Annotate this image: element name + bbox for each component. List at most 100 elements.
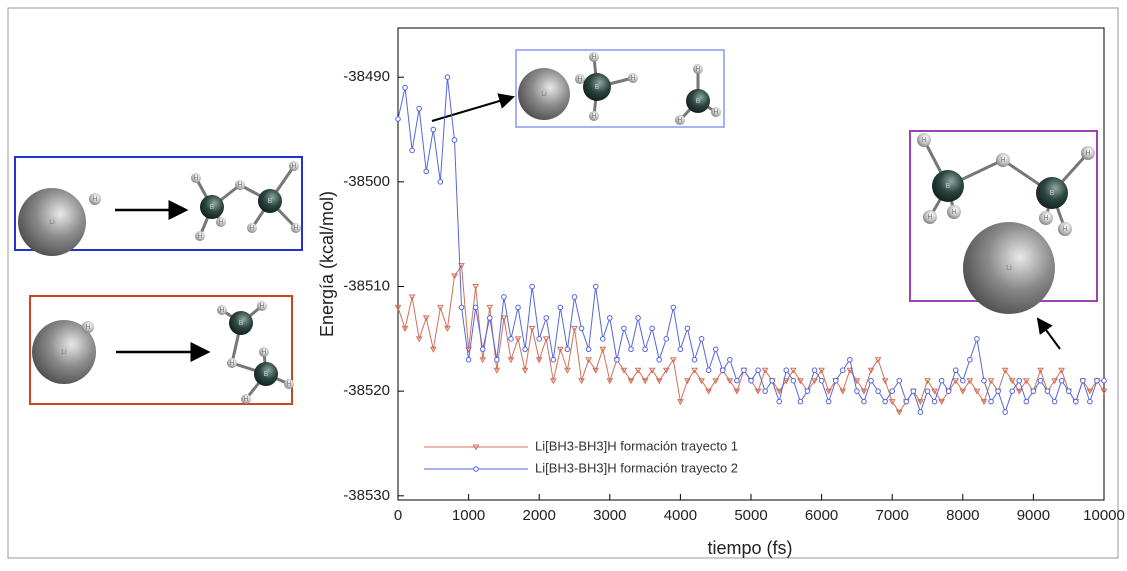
point (1086, 388, 1094, 395)
point (514, 336, 522, 343)
atom: H (917, 133, 931, 147)
point (408, 294, 416, 301)
point (1100, 388, 1108, 395)
atom-label: B (696, 98, 701, 105)
point (910, 388, 917, 394)
point (980, 399, 988, 406)
atom: B (254, 362, 278, 386)
point (748, 377, 754, 384)
atom-label: H (286, 381, 291, 388)
atom-sphere (241, 394, 251, 404)
atom: H (711, 107, 721, 117)
atom-label: Li (49, 219, 55, 226)
point (592, 283, 599, 290)
point (486, 315, 493, 321)
point (974, 336, 980, 342)
point (501, 294, 507, 300)
atom-label: H (291, 163, 296, 170)
point (811, 378, 818, 385)
atom-label: H (1043, 215, 1048, 222)
plot: 0 1000 2000 3000 4000 5000 6000 7000 8000 9000 100… (343, 27, 1125, 524)
pointer-arrow (1036, 317, 1061, 350)
point (712, 346, 719, 353)
point (825, 398, 832, 405)
point (853, 378, 861, 385)
point (903, 398, 910, 405)
point (960, 377, 966, 384)
atom-sphere (259, 347, 269, 357)
point (642, 346, 648, 353)
atom: Li (963, 222, 1055, 314)
atom: Li (32, 320, 96, 384)
point (592, 367, 600, 374)
atom: H (589, 52, 599, 62)
point (832, 377, 839, 384)
x-tick-label: 9000 (1017, 507, 1050, 524)
atom: B (229, 311, 253, 335)
point (649, 325, 655, 332)
atom-sphere (82, 321, 94, 333)
point (888, 399, 896, 406)
point (1051, 378, 1058, 385)
point (755, 367, 761, 374)
atom: H (1058, 222, 1072, 236)
outer-frame (7, 7, 1119, 559)
point (1072, 398, 1079, 405)
point (860, 388, 868, 395)
point (578, 378, 585, 385)
atom-label: B (239, 320, 244, 327)
point (854, 388, 860, 394)
atom-sphere (1081, 146, 1095, 160)
y-tick-label: -38500 (343, 173, 390, 190)
point (628, 346, 634, 353)
point (543, 315, 550, 321)
atom: B (932, 170, 964, 202)
atom-label: H (591, 113, 596, 120)
point (684, 325, 691, 332)
point (549, 378, 557, 385)
x-tick-label: 0 (394, 507, 402, 524)
atom: B (583, 73, 611, 101)
point (1101, 377, 1107, 384)
point (938, 399, 945, 406)
point (839, 367, 846, 374)
legend-label: Li[BH3-BH3]H formación trayecto 1 (535, 438, 738, 453)
atom: H (289, 161, 299, 171)
atom-sphere (229, 311, 253, 335)
point (1008, 378, 1016, 385)
point (578, 325, 585, 332)
point (881, 378, 889, 385)
point (790, 367, 797, 374)
atom: Li (18, 188, 86, 256)
point (734, 377, 740, 384)
point (395, 116, 401, 122)
atom-sphere (191, 173, 201, 183)
point (804, 388, 811, 394)
point (691, 367, 698, 374)
point (917, 399, 924, 406)
point (938, 377, 945, 384)
point (733, 388, 741, 395)
point (754, 388, 762, 395)
atom: H (628, 73, 638, 83)
atom-sphere (996, 153, 1010, 167)
atom: H (235, 180, 245, 190)
point (987, 378, 995, 385)
atom: H (89, 193, 101, 205)
x-tick-label: 2000 (523, 507, 556, 524)
atom-label: H (630, 75, 635, 82)
point (444, 325, 451, 332)
atom-sphere (589, 52, 599, 62)
atom-label: H (1085, 150, 1090, 157)
atom-sphere (923, 210, 937, 224)
atom: H (284, 379, 294, 389)
point (486, 304, 494, 311)
point (416, 105, 422, 112)
point (981, 377, 987, 384)
point (1016, 377, 1023, 384)
point (571, 294, 578, 300)
point (952, 367, 959, 374)
point (535, 357, 543, 364)
atom-sphere (235, 180, 245, 190)
